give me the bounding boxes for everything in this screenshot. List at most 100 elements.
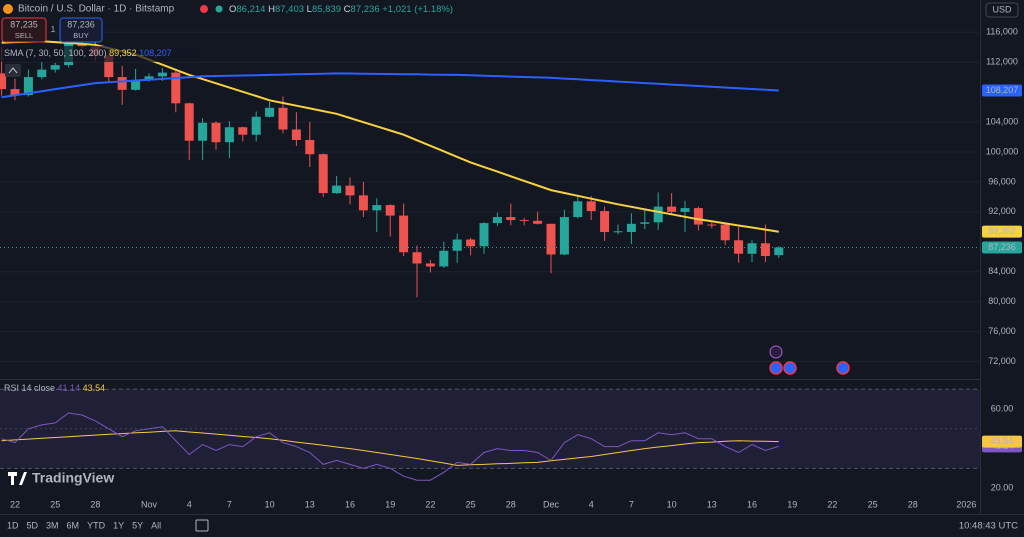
axis-separator	[980, 0, 981, 514]
candle-body	[224, 127, 234, 143]
range-button[interactable]: 5D	[27, 520, 39, 530]
y-tick-label: 100,000	[986, 146, 1019, 156]
event-icon[interactable]	[783, 361, 797, 375]
candle-body	[760, 243, 770, 256]
collapse-icon[interactable]	[8, 67, 18, 74]
sell-button[interactable]: 87,235 SELL	[1, 17, 47, 43]
candle-body	[680, 208, 690, 212]
candle-body	[211, 122, 221, 143]
sell-box[interactable]	[1, 17, 47, 43]
candle-body	[720, 224, 730, 241]
range-button[interactable]: 3M	[46, 520, 59, 530]
candle-body	[0, 73, 7, 90]
candle-body	[358, 195, 368, 211]
y-tick-label: 72,000	[988, 356, 1016, 366]
candle-body	[385, 205, 395, 216]
symbol-title: Bitcoin / U.S. Dollar · 1D · Bitstamp	[18, 4, 175, 15]
sma-value: 108,207	[139, 48, 172, 58]
range-button[interactable]: 6M	[67, 520, 80, 530]
currency[interactable]: USD	[992, 4, 1012, 14]
ohlc-values: O86,214 H87,403 L85,839 C87,236 +1,021 (…	[229, 4, 453, 15]
range-button[interactable]: 1D	[7, 520, 19, 530]
x-tick-label: 7	[629, 499, 634, 509]
candle-body	[452, 239, 462, 251]
sma-name: SMA (7, 30, 50, 100, 200)	[4, 48, 107, 58]
line-series	[1, 412, 779, 481]
ohlc-value: 85,839	[312, 4, 341, 15]
x-tick-label: 4	[589, 499, 594, 509]
x-tick-label: 10	[667, 499, 677, 509]
y-tick-label: 96,000	[988, 176, 1016, 186]
y-tick-label: 60.00	[991, 403, 1014, 413]
candle-body	[23, 77, 33, 96]
ohlc-value: 86,214	[236, 4, 265, 15]
range-button[interactable]: 5Y	[132, 520, 143, 530]
buy-price[interactable]: 87,236	[67, 19, 95, 29]
candle-body	[305, 139, 315, 155]
candle-body	[586, 201, 596, 212]
currency-box[interactable]	[985, 2, 1019, 18]
ohlc-key: H	[268, 4, 275, 15]
sma-legend: SMA (7, 30, 50, 100, 200) 89,352 108,207	[4, 48, 172, 58]
candle-body	[77, 43, 87, 47]
y-tick-label: 112,000	[986, 57, 1018, 67]
candle-body	[600, 211, 610, 233]
x-tick-label: Dec	[543, 499, 560, 509]
market-open-dot	[215, 5, 223, 13]
candle-body	[251, 116, 261, 135]
buy-box[interactable]	[59, 17, 103, 43]
price-badge	[982, 84, 1022, 97]
candle-body	[198, 122, 208, 141]
ohlc-value: 87,403	[275, 4, 304, 15]
candle-body	[10, 89, 20, 96]
candle-body	[37, 69, 47, 78]
event-icon[interactable]	[836, 361, 850, 375]
sell-price[interactable]: 87,235	[10, 19, 38, 29]
candle-body	[265, 107, 275, 117]
x-tick-label: 13	[305, 499, 315, 509]
ohlc-key: O	[229, 4, 236, 15]
range-button[interactable]: YTD	[87, 520, 106, 530]
plot-area: 116,000 112,000 104,000 100,000 96,000 92,000…	[0, 27, 1022, 509]
candle-body	[506, 217, 516, 221]
range-button[interactable]: 1Y	[113, 520, 124, 530]
x-tick-label: 13	[707, 499, 717, 509]
ohlc-value: 87,236	[351, 4, 380, 15]
ohlc-key: L	[307, 4, 312, 15]
range-buttons: 1D 5D 3M 6M YTD 1Y 5Y All	[7, 520, 161, 530]
rsi-value: 41.14	[58, 383, 81, 393]
candle-body	[184, 103, 194, 141]
candle-body	[559, 217, 569, 255]
candle-body	[238, 127, 248, 135]
rsi-title: RSI 14 close	[4, 383, 55, 393]
x-tick-label: 22	[827, 499, 837, 509]
y-tick-label: 104,000	[986, 116, 1019, 126]
y-tick-label: 116,000	[986, 27, 1018, 37]
buy-button[interactable]: 87,236 BUY	[59, 17, 103, 43]
x-tick-label: 10	[265, 499, 275, 509]
candle-body	[439, 250, 449, 267]
candle-body	[104, 55, 114, 78]
candle-body	[519, 220, 529, 222]
x-tick-label: Nov	[141, 499, 158, 509]
price-badge-label: 108,207	[986, 85, 1019, 95]
candle-body	[492, 217, 502, 224]
event-icon[interactable]	[769, 345, 783, 359]
event-icon[interactable]	[769, 361, 783, 375]
sell-label[interactable]: SELL	[15, 31, 33, 40]
x-tick-label: 28	[90, 499, 100, 509]
buy-label[interactable]: BUY	[73, 31, 88, 40]
candle-body	[613, 231, 623, 233]
x-tick-label: 16	[345, 499, 355, 509]
price-badge-label: 87,236	[988, 242, 1016, 252]
y-tick-label: 84,000	[988, 266, 1016, 276]
calendar-icon[interactable]	[195, 519, 209, 532]
candle-body	[278, 107, 288, 130]
candle-body	[412, 252, 422, 264]
range-button[interactable]: All	[151, 520, 161, 530]
candle-body	[774, 247, 784, 256]
collapse-button[interactable]	[5, 64, 21, 77]
candle-body	[157, 72, 167, 77]
x-tick-label: 25	[466, 499, 476, 509]
